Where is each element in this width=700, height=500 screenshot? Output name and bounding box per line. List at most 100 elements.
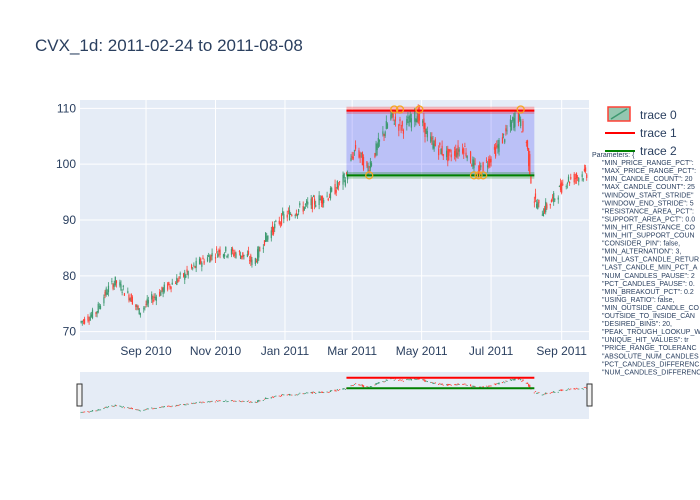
- candle-body[interactable]: [175, 282, 177, 284]
- candle-body[interactable]: [295, 213, 297, 216]
- candle-body[interactable]: [243, 254, 245, 256]
- candle-body[interactable]: [162, 288, 164, 294]
- candle-body[interactable]: [177, 279, 179, 282]
- candle-body[interactable]: [176, 277, 178, 286]
- candle-body[interactable]: [299, 203, 301, 206]
- candle-body[interactable]: [426, 131, 428, 138]
- candle-body[interactable]: [211, 252, 213, 257]
- candle-body[interactable]: [391, 111, 393, 115]
- candle-body[interactable]: [440, 148, 442, 155]
- candle-body[interactable]: [190, 265, 193, 269]
- candle-body[interactable]: [382, 131, 384, 135]
- candle-body[interactable]: [529, 154, 531, 175]
- candle-body[interactable]: [495, 147, 497, 157]
- candle-body[interactable]: [259, 250, 261, 252]
- candle-body[interactable]: [439, 142, 441, 146]
- candle-body[interactable]: [326, 195, 328, 197]
- candle-body[interactable]: [480, 165, 482, 168]
- candle-body[interactable]: [522, 120, 524, 132]
- candle-body[interactable]: [487, 165, 489, 168]
- candle-body[interactable]: [488, 158, 490, 167]
- candle-body[interactable]: [457, 145, 459, 155]
- candle-body[interactable]: [99, 305, 102, 310]
- candle-body[interactable]: [534, 193, 537, 199]
- candle-body[interactable]: [569, 181, 571, 184]
- candle-body[interactable]: [374, 153, 376, 158]
- candle-body[interactable]: [574, 178, 576, 180]
- candle-body[interactable]: [559, 183, 562, 191]
- candle-body[interactable]: [113, 283, 115, 287]
- candle-body[interactable]: [432, 140, 434, 149]
- candle-body[interactable]: [203, 260, 205, 264]
- candle-body[interactable]: [163, 284, 165, 292]
- candle-body[interactable]: [528, 148, 530, 167]
- candle-body[interactable]: [224, 254, 226, 257]
- candle-body[interactable]: [178, 277, 180, 279]
- candle-body[interactable]: [328, 196, 330, 198]
- candle-body[interactable]: [327, 198, 329, 201]
- candle-body[interactable]: [310, 198, 312, 206]
- candle-body[interactable]: [584, 167, 587, 172]
- candle-body[interactable]: [536, 203, 538, 208]
- candle-body[interactable]: [367, 165, 369, 173]
- candle-body[interactable]: [578, 177, 580, 182]
- candle-body[interactable]: [385, 121, 387, 130]
- candle-body[interactable]: [509, 119, 512, 127]
- candle-body[interactable]: [498, 140, 500, 152]
- candle-body[interactable]: [262, 247, 264, 249]
- candle-body[interactable]: [238, 250, 241, 253]
- candle-body[interactable]: [195, 260, 197, 268]
- candle-body[interactable]: [505, 128, 507, 132]
- candle-body[interactable]: [130, 293, 132, 302]
- candle-body[interactable]: [477, 170, 480, 175]
- candle-body[interactable]: [106, 292, 108, 295]
- candle-body[interactable]: [319, 198, 321, 201]
- candle-body[interactable]: [398, 124, 400, 131]
- candle-body[interactable]: [184, 272, 186, 280]
- candle-body[interactable]: [209, 256, 211, 263]
- candle-body[interactable]: [352, 156, 354, 159]
- candle-body[interactable]: [91, 309, 94, 319]
- candle-body[interactable]: [448, 149, 450, 156]
- candle-body[interactable]: [233, 253, 235, 256]
- candle-body[interactable]: [270, 230, 272, 239]
- candle-body[interactable]: [210, 254, 212, 261]
- candle-body[interactable]: [114, 276, 116, 286]
- candle-body[interactable]: [393, 123, 395, 125]
- candle-body[interactable]: [323, 199, 325, 203]
- candle-body[interactable]: [265, 232, 267, 242]
- candle-body[interactable]: [98, 306, 100, 308]
- candle-body[interactable]: [353, 150, 356, 152]
- candle-body[interactable]: [286, 214, 288, 218]
- candle-body[interactable]: [549, 203, 551, 206]
- candle-body[interactable]: [433, 143, 435, 149]
- candle-body[interactable]: [104, 291, 106, 297]
- candle-body[interactable]: [392, 113, 394, 118]
- candle-body[interactable]: [438, 148, 440, 156]
- candle-body[interactable]: [474, 163, 476, 165]
- candle-body[interactable]: [234, 251, 236, 255]
- candle-body[interactable]: [417, 108, 419, 123]
- candle-body[interactable]: [147, 300, 149, 304]
- candle-body[interactable]: [144, 306, 146, 308]
- candle-body[interactable]: [320, 196, 323, 203]
- candle-body[interactable]: [288, 210, 291, 221]
- candle-body[interactable]: [399, 119, 401, 121]
- candle-body[interactable]: [81, 320, 83, 323]
- candle-body[interactable]: [414, 109, 416, 122]
- candle-body[interactable]: [294, 215, 296, 216]
- candle-body[interactable]: [83, 318, 86, 324]
- candle-body[interactable]: [464, 146, 466, 147]
- candle-body[interactable]: [131, 296, 133, 305]
- candle-body[interactable]: [431, 137, 433, 140]
- candle-body[interactable]: [263, 240, 266, 246]
- candle-body[interactable]: [525, 141, 527, 144]
- candle-body[interactable]: [369, 161, 371, 169]
- candle-body[interactable]: [287, 210, 289, 212]
- candle-body[interactable]: [258, 247, 260, 258]
- candle-body[interactable]: [159, 291, 161, 297]
- candle-body[interactable]: [97, 303, 99, 313]
- candle-body[interactable]: [518, 114, 521, 121]
- candle-body[interactable]: [151, 294, 153, 300]
- range-slider-handle-right[interactable]: [586, 383, 593, 407]
